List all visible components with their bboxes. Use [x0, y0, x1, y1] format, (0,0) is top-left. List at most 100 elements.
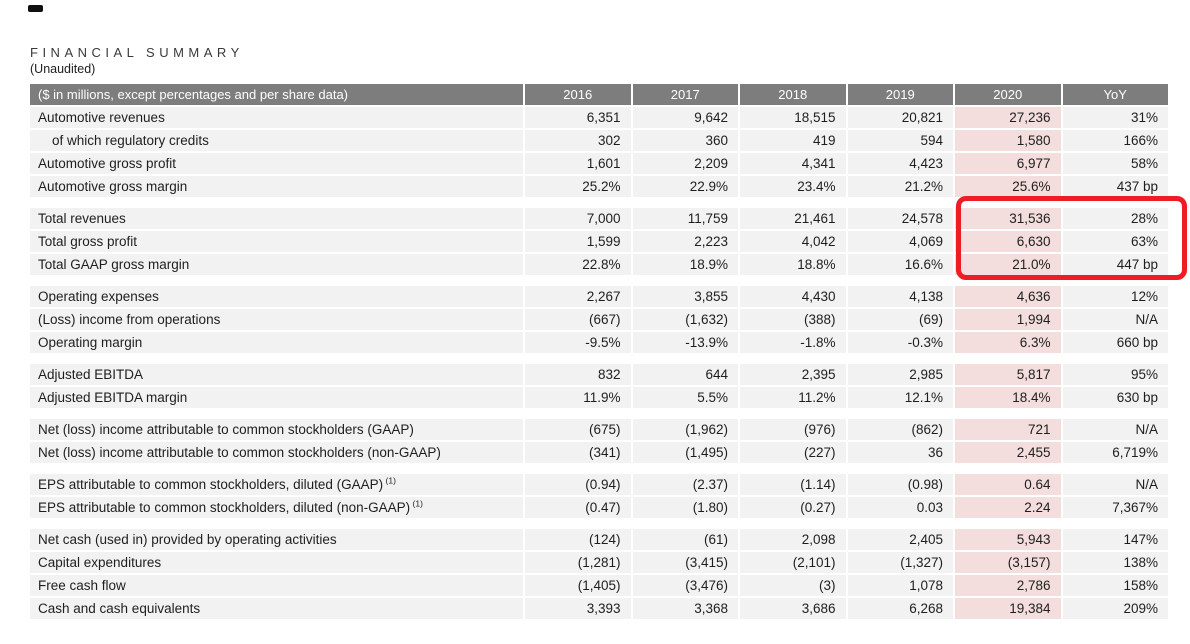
cell-value: 19,384 — [955, 598, 1061, 619]
cell-value: 2,223 — [632, 231, 738, 252]
row-label: Total revenues — [30, 208, 523, 229]
table-header-year-2016: 2016 — [525, 84, 631, 105]
cell-value: 4,430 — [740, 286, 846, 307]
row-label: Capital expenditures — [30, 552, 523, 573]
cell-value: 4,423 — [847, 153, 953, 174]
cell-value: 22.9% — [632, 176, 738, 197]
cell-value: 660 bp — [1062, 332, 1168, 353]
table-header-year-2020: 2020 — [955, 84, 1061, 105]
cell-value: (1.80) — [632, 497, 738, 518]
cell-value: (1,327) — [847, 552, 953, 573]
cell-value: 25.6% — [955, 176, 1061, 197]
row-label: Cash and cash equivalents — [30, 598, 523, 619]
cell-value: N/A — [1062, 419, 1168, 440]
cell-value: 302 — [525, 130, 631, 151]
cell-value: 138% — [1062, 552, 1168, 573]
table-body: Automotive revenues 6,351 9,642 18,515 20,82… — [30, 107, 1168, 619]
table-header-year-2019: 2019 — [847, 84, 953, 105]
table-row: Automotive revenues 6,351 9,642 18,515 20,82… — [30, 107, 1168, 128]
cell-value: (227) — [740, 442, 846, 463]
table-row: Net (loss) income attributable to common… — [30, 442, 1168, 463]
cell-value: 2,455 — [955, 442, 1061, 463]
cell-value: 360 — [632, 130, 738, 151]
cell-value: (69) — [847, 309, 953, 330]
table-row: Adjusted EBITDA margin 11.9% 5.5% 11.2% 12.1… — [30, 387, 1168, 408]
cell-value: (1,281) — [525, 552, 631, 573]
row-label: Automotive gross margin — [30, 176, 523, 197]
cell-value: 6,351 — [525, 107, 631, 128]
cell-value: 4,636 — [955, 286, 1061, 307]
row-label: EPS attributable to common stockholders,… — [30, 497, 523, 518]
cell-value: 24,578 — [847, 208, 953, 229]
cell-value: (1,962) — [632, 419, 738, 440]
row-label: (Loss) income from operations — [30, 309, 523, 330]
cell-value: -9.5% — [525, 332, 631, 353]
page-subtitle: (Unaudited) — [30, 62, 96, 76]
cell-value: 2,395 — [740, 364, 846, 385]
cell-value: -13.9% — [632, 332, 738, 353]
cell-value: (2.37) — [632, 474, 738, 495]
table-row: Adjusted EBITDA 832 644 2,395 2,985 5,817 95% — [30, 364, 1168, 385]
cell-value: 5.5% — [632, 387, 738, 408]
table-row: Operating margin -9.5% -13.9% -1.8% -0.3% 6.3… — [30, 332, 1168, 353]
table-row: Total GAAP gross margin 22.8% 18.9% 18.8% 16… — [30, 254, 1168, 275]
table-row: (Loss) income from operations (667) (1,632… — [30, 309, 1168, 330]
cell-value: 1,599 — [525, 231, 631, 252]
cell-value: 18.9% — [632, 254, 738, 275]
table-row: Operating expenses 2,267 3,855 4,430 4,138 4,… — [30, 286, 1168, 307]
row-label: of which regulatory credits — [30, 130, 523, 151]
cell-value: 2,098 — [740, 529, 846, 550]
financial-summary-table: ($ in millions, except percentages and p… — [30, 84, 1168, 621]
table-row: Cash and cash equivalents 3,393 3,368 3,686… — [30, 598, 1168, 619]
cell-value: (2,101) — [740, 552, 846, 573]
table-header-year-yoy: YoY — [1062, 84, 1168, 105]
cell-value: 7,367% — [1062, 497, 1168, 518]
cell-value: 4,069 — [847, 231, 953, 252]
cell-value: (1,405) — [525, 575, 631, 596]
table-row: EPS attributable to common stockholders,… — [30, 497, 1168, 518]
cell-value: 630 bp — [1062, 387, 1168, 408]
cell-value: 6.3% — [955, 332, 1061, 353]
table-row-block: Net cash (used in) provided by operating… — [30, 529, 1168, 619]
footnote-marker: (1) — [410, 498, 423, 509]
cell-value: (1,632) — [632, 309, 738, 330]
cell-value: 209% — [1062, 598, 1168, 619]
table-row: Capital expenditures (1,281) (3,415) (2,101… — [30, 552, 1168, 573]
cell-value: 447 bp — [1062, 254, 1168, 275]
row-label: Net (loss) income attributable to common… — [30, 442, 523, 463]
cell-value: 11,759 — [632, 208, 738, 229]
cell-value: 644 — [632, 364, 738, 385]
table-row: Total revenues 7,000 11,759 21,461 24,578 31,… — [30, 208, 1168, 229]
cell-value: 419 — [740, 130, 846, 151]
cell-value: 158% — [1062, 575, 1168, 596]
cell-value: -0.3% — [847, 332, 953, 353]
cell-value: (61) — [632, 529, 738, 550]
cell-value: 12.1% — [847, 387, 953, 408]
cell-value: (0.94) — [525, 474, 631, 495]
cell-value: 11.9% — [525, 387, 631, 408]
cell-value: 21.2% — [847, 176, 953, 197]
cell-value: 2,267 — [525, 286, 631, 307]
cell-value: N/A — [1062, 474, 1168, 495]
table-row: EPS attributable to common stockholders,… — [30, 474, 1168, 495]
table-row-block: Total revenues 7,000 11,759 21,461 24,578 31,… — [30, 208, 1168, 275]
cell-value: 16.6% — [847, 254, 953, 275]
cell-value: 0.64 — [955, 474, 1061, 495]
cell-value: 6,977 — [955, 153, 1061, 174]
cell-value: (3,157) — [955, 552, 1061, 573]
table-row: Net (loss) income attributable to common… — [30, 419, 1168, 440]
table-row-block: Adjusted EBITDA 832 644 2,395 2,985 5,817 95% A… — [30, 364, 1168, 408]
table-row-block: Operating expenses 2,267 3,855 4,430 4,138 4,… — [30, 286, 1168, 353]
cell-value: 2,786 — [955, 575, 1061, 596]
row-label: Adjusted EBITDA — [30, 364, 523, 385]
cell-value: 2,405 — [847, 529, 953, 550]
cell-value: 18.4% — [955, 387, 1061, 408]
cell-value: 21,461 — [740, 208, 846, 229]
row-label: Total GAAP gross margin — [30, 254, 523, 275]
cell-value: 0.03 — [847, 497, 953, 518]
cell-value: 18.8% — [740, 254, 846, 275]
table-row-block: EPS attributable to common stockholders,… — [30, 474, 1168, 518]
cell-value: 721 — [955, 419, 1061, 440]
cell-value: 9,642 — [632, 107, 738, 128]
cell-value: 1,078 — [847, 575, 953, 596]
